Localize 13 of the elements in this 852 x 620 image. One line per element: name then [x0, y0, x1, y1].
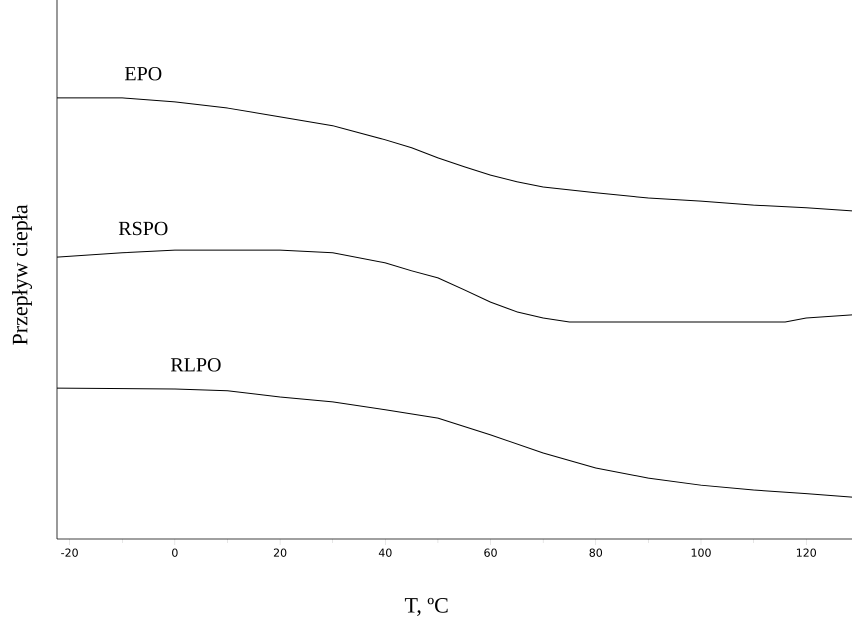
x-tick-label: 80	[590, 548, 602, 557]
x-tick-label: -20	[61, 548, 78, 557]
series-label: EPO	[124, 66, 162, 80]
x-tick-label: 100	[692, 548, 711, 557]
x-tick-label: 40	[378, 548, 392, 557]
x-axis-title: T, ºC	[404, 598, 448, 616]
x-tick-label: 20	[274, 548, 286, 557]
x-tick-label: 0	[172, 548, 178, 557]
x-tick-label: 120	[796, 548, 816, 557]
y-axis-title: Przepływ ciepła	[12, 204, 32, 345]
x-tick-label: 60	[484, 548, 497, 557]
series-label: RLPO	[170, 358, 221, 372]
series-label: RSPO	[118, 222, 168, 236]
